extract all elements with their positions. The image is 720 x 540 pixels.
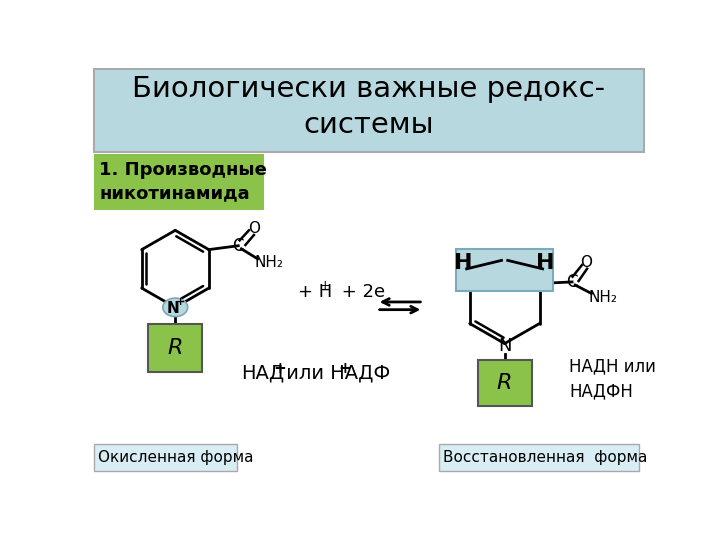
FancyBboxPatch shape [94,444,238,470]
Text: NH₂: NH₂ [255,255,284,270]
Text: H: H [454,253,473,273]
Text: C: C [233,237,244,255]
FancyBboxPatch shape [456,249,554,291]
FancyBboxPatch shape [94,69,644,152]
Text: C: C [567,273,578,291]
Text: N: N [166,301,179,315]
Text: 1. Производные
никотинамида: 1. Производные никотинамида [99,161,267,202]
FancyBboxPatch shape [94,154,264,210]
Text: N: N [498,337,511,355]
Text: НАДН или
НАДФН: НАДН или НАДФН [569,357,656,401]
FancyBboxPatch shape [477,360,532,406]
Text: НАД: НАД [241,363,284,382]
Text: R: R [168,338,183,358]
Text: +: + [320,279,330,292]
Text: + 2e: + 2e [336,283,386,301]
Text: +: + [176,297,185,307]
Text: O: O [580,255,592,270]
Text: NH₂: NH₂ [588,290,618,305]
Text: H: H [536,253,555,273]
Text: Биологически важные редокс-
системы: Биологически важные редокс- системы [132,75,606,139]
Text: Восстановленная  форма: Восстановленная форма [444,450,648,465]
Text: Окисленная форма: Окисленная форма [98,450,253,465]
Text: O: O [248,220,260,235]
FancyBboxPatch shape [148,325,202,372]
Text: +: + [274,361,287,376]
Text: R: R [497,373,513,393]
FancyBboxPatch shape [438,444,639,470]
Text: +: + [338,361,351,376]
Text: или НАДФ: или НАДФ [280,363,390,382]
Text: + Н: + Н [297,283,332,301]
Ellipse shape [163,298,188,316]
